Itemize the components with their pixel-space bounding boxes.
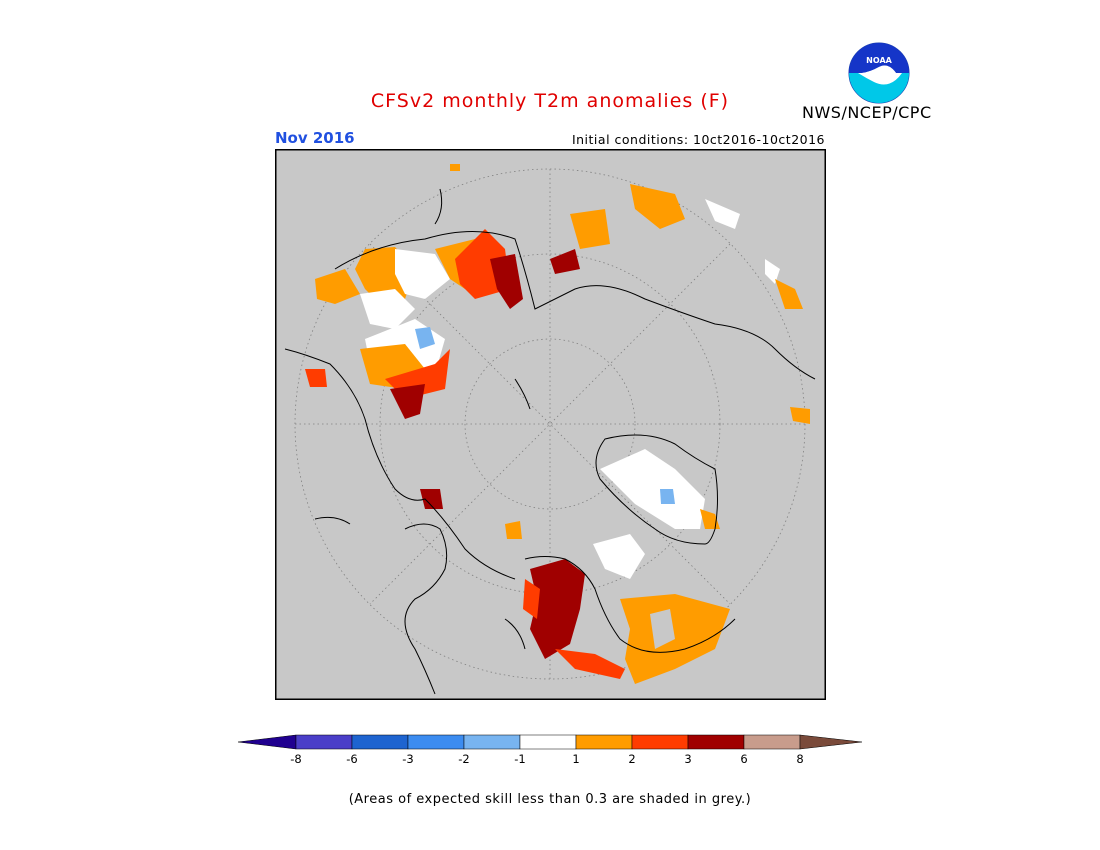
anomaly-region: [390, 384, 425, 419]
anomaly-region: [700, 509, 720, 529]
svg-text:NOAA: NOAA: [866, 56, 892, 65]
initial-conditions: Initial conditions: 10ct2016-10ct2016: [571, 132, 825, 147]
colorbar-segment: [687, 734, 745, 750]
colorbar-tick-label: 2: [628, 752, 636, 766]
colorbar-tick-label: 8: [796, 752, 804, 766]
anomaly-region: [360, 289, 415, 329]
anomaly-region: [650, 609, 675, 649]
noaa-logo-icon: NOAA: [848, 42, 910, 104]
anomaly-region: [570, 209, 610, 249]
chart-title: CFSv2 monthly T2m anomalies (F): [370, 90, 730, 112]
anomaly-region: [550, 249, 580, 274]
anomaly-region: [630, 184, 685, 229]
colorbar-segment: [575, 734, 633, 750]
agency-label: NWS/NCEP/CPC: [802, 103, 932, 122]
colorbar-tick-label: -8: [290, 752, 302, 766]
colorbar-arrow-right: [799, 734, 862, 750]
anomaly-region: [415, 327, 435, 349]
colorbar-segment: [407, 734, 465, 750]
colorbar-tick-label: -1: [514, 752, 526, 766]
anomaly-region: [600, 449, 705, 529]
colorbar-legend: [238, 734, 862, 750]
coastlines: [284, 188, 816, 695]
colorbar-segment: [295, 734, 353, 750]
anomaly-region: [490, 254, 523, 309]
colorbar-tick-label: 1: [572, 752, 580, 766]
forecast-month: Nov 2016: [275, 129, 355, 147]
anomaly-region: [505, 521, 522, 539]
anomaly-region: [395, 249, 450, 299]
polar-map: [275, 149, 826, 700]
colorbar-segment: [631, 734, 689, 750]
colorbar-tick-label: -6: [346, 752, 358, 766]
anomaly-region: [790, 407, 810, 424]
colorbar-segment: [351, 734, 409, 750]
anomaly-region: [305, 369, 327, 387]
anomaly-region: [530, 559, 585, 659]
colorbar-segment: [519, 734, 577, 750]
anomaly-region: [555, 649, 625, 679]
anomaly-region: [765, 259, 780, 284]
anomaly-region: [593, 534, 645, 579]
colorbar-tick-label: -2: [458, 752, 470, 766]
anomaly-region: [775, 279, 803, 309]
skill-note: (Areas of expected skill less than 0.3 a…: [348, 792, 752, 807]
colorbar-segment: [463, 734, 521, 750]
colorbar-tick-label: 3: [684, 752, 692, 766]
colorbar-tick-label: 6: [740, 752, 748, 766]
colorbar-tick-label: -3: [402, 752, 414, 766]
anomaly-shading: [305, 164, 810, 684]
anomaly-region: [385, 349, 450, 399]
anomaly-region: [450, 164, 460, 171]
anomaly-region: [660, 489, 675, 504]
colorbar-segment: [743, 734, 801, 750]
colorbar-arrow-left: [238, 734, 297, 750]
anomaly-region: [420, 489, 443, 509]
anomaly-region: [705, 199, 740, 229]
anomaly-region: [315, 269, 360, 304]
anomaly-region: [523, 579, 540, 619]
